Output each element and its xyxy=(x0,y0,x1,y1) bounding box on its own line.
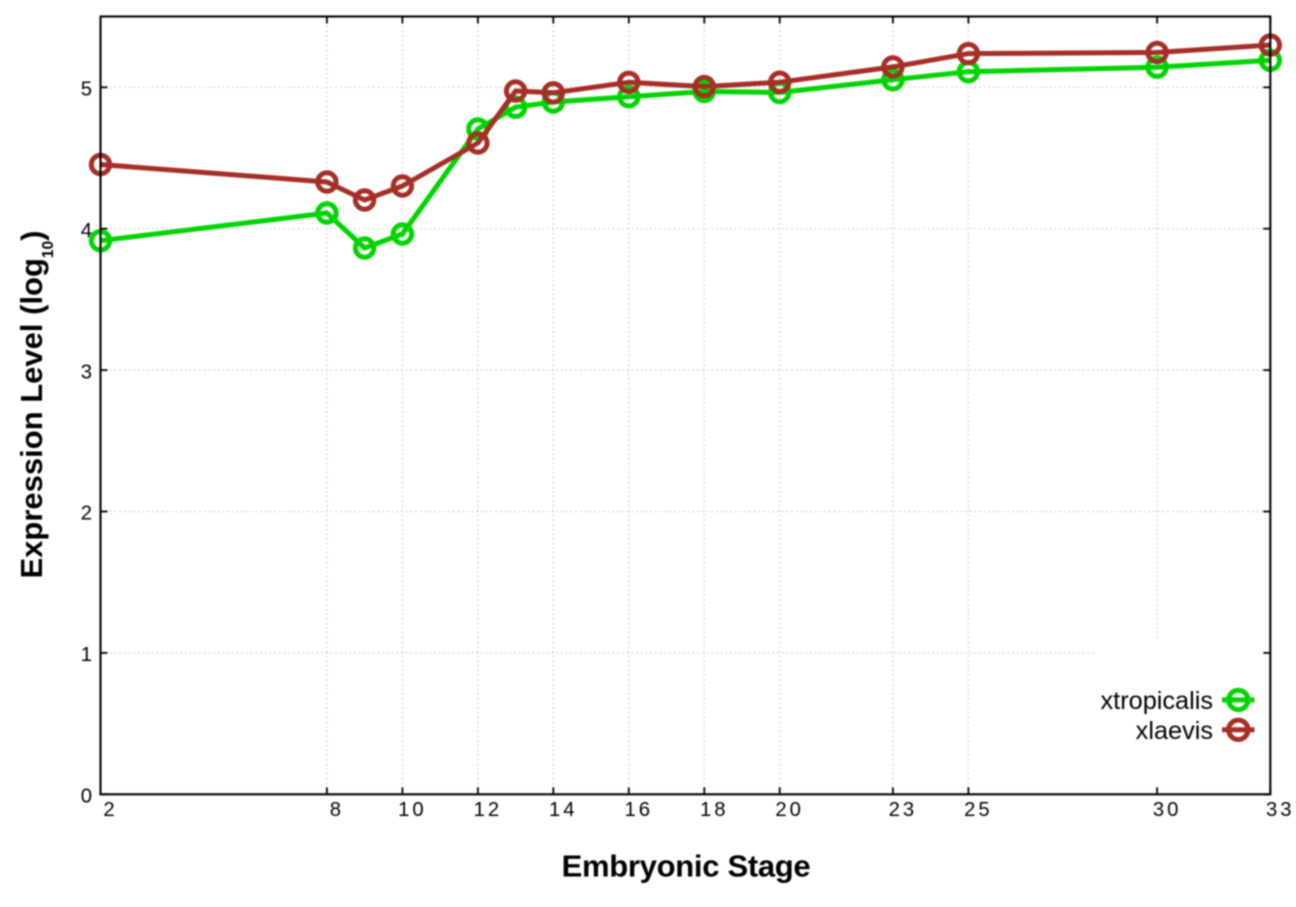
svg-text:3: 3 xyxy=(81,361,92,383)
svg-text:16: 16 xyxy=(625,799,654,821)
svg-text:0: 0 xyxy=(81,786,92,808)
svg-text:14: 14 xyxy=(549,799,578,821)
svg-text:30: 30 xyxy=(1153,799,1182,821)
svg-text:2: 2 xyxy=(103,799,117,821)
svg-text:10: 10 xyxy=(398,799,427,821)
svg-text:1: 1 xyxy=(81,644,92,666)
svg-text:18: 18 xyxy=(700,799,729,821)
svg-text:4: 4 xyxy=(81,220,92,242)
svg-text:23: 23 xyxy=(889,799,918,821)
svg-text:Embryonic Stage: Embryonic Stage xyxy=(562,849,811,884)
svg-text:2: 2 xyxy=(81,503,92,525)
svg-text:12: 12 xyxy=(474,799,503,821)
svg-text:xlaevis: xlaevis xyxy=(1136,717,1213,745)
svg-text:25: 25 xyxy=(964,799,993,821)
svg-text:5: 5 xyxy=(81,79,92,101)
svg-text:20: 20 xyxy=(775,799,804,821)
svg-text:33: 33 xyxy=(1266,799,1295,821)
svg-text:8: 8 xyxy=(330,799,344,821)
svg-text:xtropicalis: xtropicalis xyxy=(1101,687,1213,715)
